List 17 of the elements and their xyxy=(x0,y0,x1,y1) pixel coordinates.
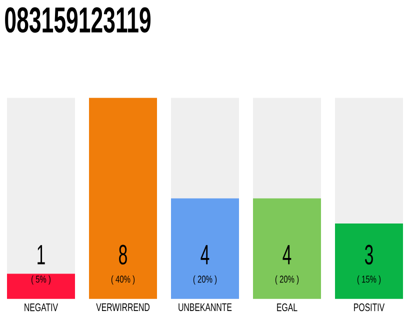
chart-title: 083159123119 xyxy=(5,7,151,33)
data-label: ( 40% ) xyxy=(111,275,135,285)
x-tick-label: VERWIRREND xyxy=(96,303,150,311)
bar xyxy=(7,274,75,299)
annotation: 4 xyxy=(282,245,292,264)
annotation: 1 xyxy=(38,245,45,264)
x-tick-label: EGAL xyxy=(277,303,298,312)
x-tick-label: UNBEKANNTE xyxy=(178,303,232,312)
data-label: ( 15% ) xyxy=(357,275,381,285)
data-label: ( 20% ) xyxy=(193,275,217,285)
annotation: 4 xyxy=(200,245,210,264)
x-tick-label: NEGATIV xyxy=(24,303,58,312)
data-label: ( 5% ) xyxy=(32,275,50,285)
data-label: ( 20% ) xyxy=(275,275,299,285)
annotation: 8 xyxy=(119,244,127,265)
annotation: 3 xyxy=(364,244,373,265)
x-tick-label: POSITIV xyxy=(354,303,385,312)
